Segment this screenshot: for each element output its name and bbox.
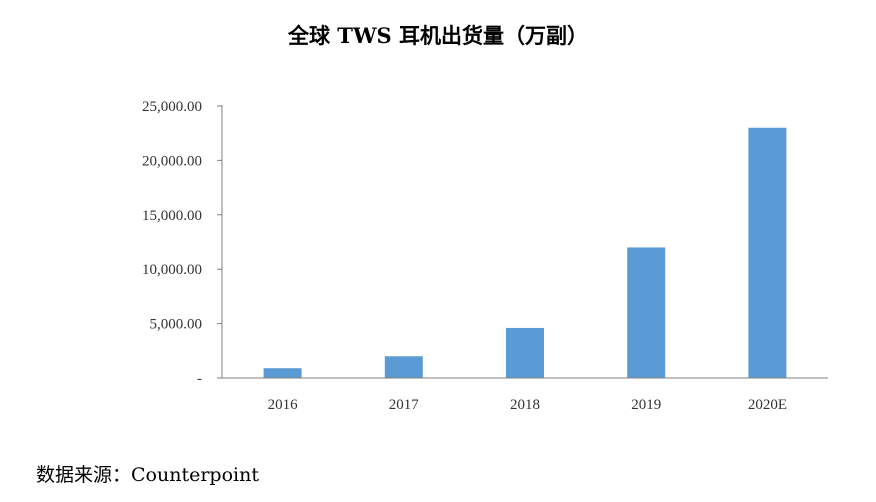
x-tick-label: 2017 — [389, 397, 420, 413]
x-tick-label: 2018 — [510, 397, 540, 413]
bar-2020E — [748, 127, 787, 378]
x-tick-label: 2019 — [631, 397, 661, 413]
bar-2018 — [506, 327, 544, 378]
bar-2016 — [263, 368, 302, 378]
y-tick-label: 10,000.00 — [142, 262, 202, 278]
bar-2017 — [384, 356, 423, 378]
x-tick-label: 2016 — [268, 397, 299, 413]
chart-title: 全球 TWS 耳机出货量（万副） — [288, 23, 588, 48]
bar-2019 — [627, 247, 666, 378]
y-tick-label: 5,000.00 — [150, 317, 203, 333]
y-tick-label: - — [197, 371, 202, 387]
x-tick-label: 2020E — [748, 397, 787, 413]
y-tick-label: 25,000.00 — [142, 99, 202, 115]
source-note: 数据来源：Counterpoint — [36, 464, 259, 486]
y-tick-label: 20,000.00 — [142, 153, 202, 169]
y-tick-label: 15,000.00 — [142, 208, 202, 224]
